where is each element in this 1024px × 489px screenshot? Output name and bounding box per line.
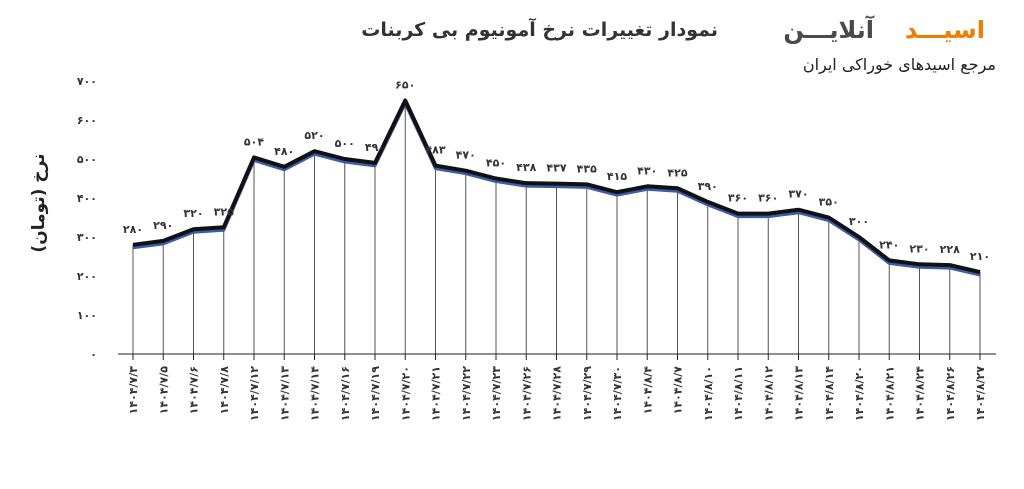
data-label: ۴١۵ bbox=[607, 170, 627, 183]
y-tick-label: ٢٠٠ bbox=[77, 270, 97, 283]
y-tick-label: ۴٠٠ bbox=[77, 192, 97, 205]
data-label: ٣٢۵ bbox=[214, 205, 234, 218]
brand-tagline: مرجع اسیدهای خوراکی ایران bbox=[803, 55, 996, 75]
data-label: ٣۶٠ bbox=[758, 192, 778, 205]
brand-logo: اسیـــد آنلایـــن مرجع اسیدهای خوراکی ای… bbox=[783, 15, 996, 75]
x-tick-label: ١۴٠۴/٨/١١ bbox=[732, 366, 745, 421]
data-label: ۴۵٠ bbox=[486, 157, 506, 170]
x-tick-label: ١۴٠۴/٧/٢٨ bbox=[551, 366, 564, 421]
data-label: ۵٢٠ bbox=[304, 129, 324, 142]
data-label: ٢۴٠ bbox=[879, 238, 899, 251]
x-tick-label: ١۴٠۴/٧/٣ bbox=[127, 366, 140, 415]
data-label: ۴٣٨ bbox=[516, 161, 536, 174]
data-label: ٣٢٠ bbox=[183, 207, 203, 220]
x-tick-label: ١۴٠۴/٨/٧ bbox=[672, 366, 685, 415]
x-tick-label: ١۴٠۴/٨/١۴ bbox=[823, 366, 836, 421]
data-labels: ٢٨٠ ٢٩٠ ٣٢٠ ٣٢۵ ۵٠۴ ۴٨٠ ۵٢٠ ۵٠٠ ۴٩٠ ۶۵٠ ۴٨٣ ۴٧٠ ۴۵٠ ۴… bbox=[123, 79, 990, 264]
data-label: ۴٩٠ bbox=[365, 141, 385, 154]
x-tick-label: ١۴٠۴/٨/١٣ bbox=[793, 366, 806, 421]
x-tick-label: ١۴٠۴/٨/٢١ bbox=[883, 366, 896, 421]
x-tick-label: ١۴٠۴/٨/٢٠ bbox=[853, 366, 866, 421]
x-tick-label: ١۴٠۴/٨/١٢ bbox=[762, 366, 775, 421]
x-tick-label: ١۴٠۴/٧/٢٢ bbox=[460, 366, 473, 421]
x-tick-label: ١۴٠۴/٧/٨ bbox=[218, 366, 231, 415]
data-label: ۵٠٠ bbox=[335, 137, 355, 150]
x-axis-ticks: ١۴٠۴/٧/٣ ١۴٠۴/٧/۵ ١۴٠۴/٧/۶ ١۴٠۴/٧/٨ ١۴٠۴/٧/١… bbox=[127, 354, 987, 421]
y-tick-label: ٣٠٠ bbox=[77, 231, 97, 244]
x-tick-label: ١۴٠۴/٧/١٩ bbox=[369, 366, 382, 421]
series-shadow-line bbox=[132, 102, 981, 277]
x-tick-label: ١۴٠۴/٧/۵ bbox=[157, 366, 170, 415]
x-tick-label: ١۴٠۴/٧/٢٠ bbox=[399, 366, 412, 421]
y-tick-label: ۶٠٠ bbox=[77, 114, 97, 127]
data-label: ٢٨٠ bbox=[123, 223, 143, 236]
x-tick-label: ١۴٠۴/٨/۴ bbox=[641, 366, 654, 415]
y-tick-label: ٧٠٠ bbox=[77, 75, 97, 88]
data-label: ٣٧٠ bbox=[788, 188, 808, 201]
x-tick-label: ١۴٠۴/٧/١٣ bbox=[278, 366, 291, 421]
x-tick-label: ١۴٠۴/٧/٢٩ bbox=[581, 366, 594, 421]
chart-title: نمودار تغییرات نرخ آمونیوم بی کربنات bbox=[361, 17, 718, 41]
y-tick-label: ١٠٠ bbox=[77, 309, 97, 322]
x-tick-label: ١۴٠۴/٨/٢٧ bbox=[974, 366, 987, 421]
data-label: ۴٨٣ bbox=[425, 144, 445, 157]
brand-name-part1: اسیـــد bbox=[905, 16, 985, 44]
y-tick-label: ۵٠٠ bbox=[77, 153, 97, 166]
y-tick-label: ٠ bbox=[90, 348, 97, 361]
x-tick-label: ١۴٠۴/٧/٢٣ bbox=[490, 366, 503, 421]
brand-name-part2: آنلایـــن bbox=[783, 15, 874, 44]
x-tick-label: ١۴٠۴/٧/٢١ bbox=[430, 366, 443, 421]
data-label: ٣۶٠ bbox=[728, 192, 748, 205]
data-label: ٢١٠ bbox=[970, 250, 990, 263]
x-tick-label: ١۴٠۴/٧/۶ bbox=[188, 366, 201, 414]
x-tick-label: ١۴٠۴/٧/٢۶ bbox=[520, 366, 533, 421]
data-label: ۴٣٧ bbox=[546, 162, 566, 175]
data-label: ٣٩٠ bbox=[698, 180, 718, 193]
x-tick-label: ١۴٠۴/٧/١۶ bbox=[339, 366, 352, 421]
x-tick-label: ١۴٠۴/٨/٢۶ bbox=[944, 366, 957, 421]
x-tick-label: ١۴٠۴/٨/٢۴ bbox=[914, 366, 927, 421]
x-tick-label: ١۴٠۴/٧/١۴ bbox=[309, 366, 322, 421]
series-line bbox=[132, 98, 981, 275]
y-axis-title: نرخ (تومان) bbox=[29, 153, 49, 252]
data-label: ٢٢٨ bbox=[940, 243, 960, 256]
y-axis-ticks: ٠ ١٠٠ ٢٠٠ ٣٠٠ ۴٠٠ ۵٠٠ ۶٠٠ ٧٠٠ bbox=[77, 75, 97, 361]
data-label: ۴٢۵ bbox=[667, 166, 687, 179]
data-label: ٣٠٠ bbox=[849, 215, 869, 228]
x-tick-label: ١۴٠۴/٧/٣٠ bbox=[611, 366, 624, 421]
data-label: ۴٨٠ bbox=[274, 145, 294, 158]
x-tick-label: ١۴٠۴/٨/١٠ bbox=[702, 366, 715, 421]
data-label: ۴٣۵ bbox=[577, 162, 597, 175]
data-label: ٢٩٠ bbox=[153, 219, 173, 232]
data-label: ۵٠۴ bbox=[244, 135, 264, 148]
data-label: ۴٣٠ bbox=[637, 164, 657, 177]
data-label: ۴٧٠ bbox=[456, 149, 476, 162]
data-label: ٣۵٠ bbox=[819, 196, 839, 209]
x-tick-label: ١۴٠۴/٧/١٢ bbox=[248, 366, 261, 421]
drop-lines bbox=[132, 100, 981, 354]
data-label: ۶۵٠ bbox=[395, 79, 415, 92]
data-label: ٢٣٠ bbox=[909, 242, 929, 255]
